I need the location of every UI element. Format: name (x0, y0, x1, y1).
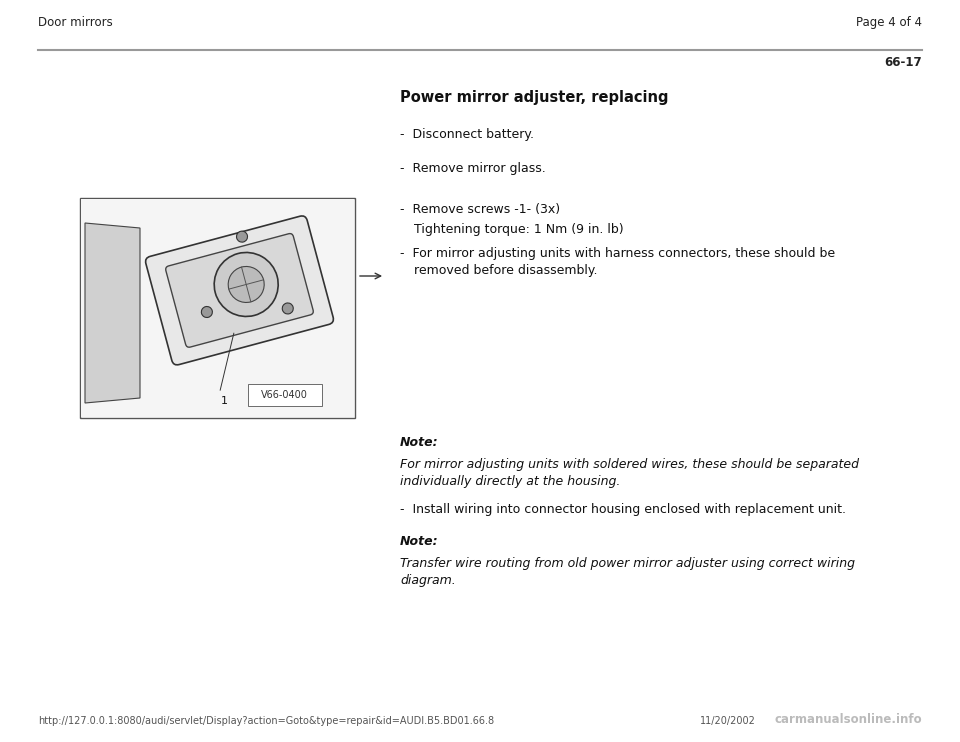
Polygon shape (85, 223, 140, 403)
Bar (80, 198, 355, 418)
Text: Note:: Note: (400, 436, 439, 449)
Circle shape (202, 306, 212, 318)
Text: 1: 1 (221, 396, 228, 406)
Circle shape (236, 232, 248, 242)
Text: -  For mirror adjusting units with harness connectors, these should be: - For mirror adjusting units with harnes… (400, 247, 835, 260)
Bar (81, 199, 354, 417)
Text: For mirror adjusting units with soldered wires, these should be separated: For mirror adjusting units with soldered… (400, 458, 859, 471)
Circle shape (228, 266, 264, 303)
Text: Tightening torque: 1 Nm (9 in. lb): Tightening torque: 1 Nm (9 in. lb) (414, 223, 624, 236)
Text: Page 4 of 4: Page 4 of 4 (856, 16, 922, 29)
Text: removed before disassembly.: removed before disassembly. (414, 264, 597, 277)
Text: individually directly at the housing.: individually directly at the housing. (400, 475, 620, 488)
Text: -  Remove screws -1- (3x): - Remove screws -1- (3x) (400, 203, 560, 216)
Circle shape (282, 303, 293, 314)
Text: V66-0400: V66-0400 (261, 390, 308, 400)
Text: -  Install wiring into connector housing enclosed with replacement unit.: - Install wiring into connector housing … (400, 503, 846, 516)
FancyBboxPatch shape (166, 234, 313, 347)
Text: Transfer wire routing from old power mirror adjuster using correct wiring: Transfer wire routing from old power mir… (400, 557, 855, 570)
Text: -  Disconnect battery.: - Disconnect battery. (400, 128, 534, 141)
Text: Note:: Note: (400, 535, 439, 548)
FancyBboxPatch shape (248, 384, 322, 406)
Text: -  Remove mirror glass.: - Remove mirror glass. (400, 162, 545, 175)
Text: Door mirrors: Door mirrors (38, 16, 112, 29)
Text: http://127.0.0.1:8080/audi/servlet/Display?action=Goto&type=repair&id=AUDI.B5.BD: http://127.0.0.1:8080/audi/servlet/Displ… (38, 716, 494, 726)
Text: carmanualsonline.info: carmanualsonline.info (775, 713, 922, 726)
Text: 11/20/2002: 11/20/2002 (700, 716, 756, 726)
Circle shape (214, 252, 278, 317)
Text: 66-17: 66-17 (884, 56, 922, 69)
FancyBboxPatch shape (146, 216, 333, 365)
Text: diagram.: diagram. (400, 574, 456, 587)
Text: Power mirror adjuster, replacing: Power mirror adjuster, replacing (400, 90, 668, 105)
